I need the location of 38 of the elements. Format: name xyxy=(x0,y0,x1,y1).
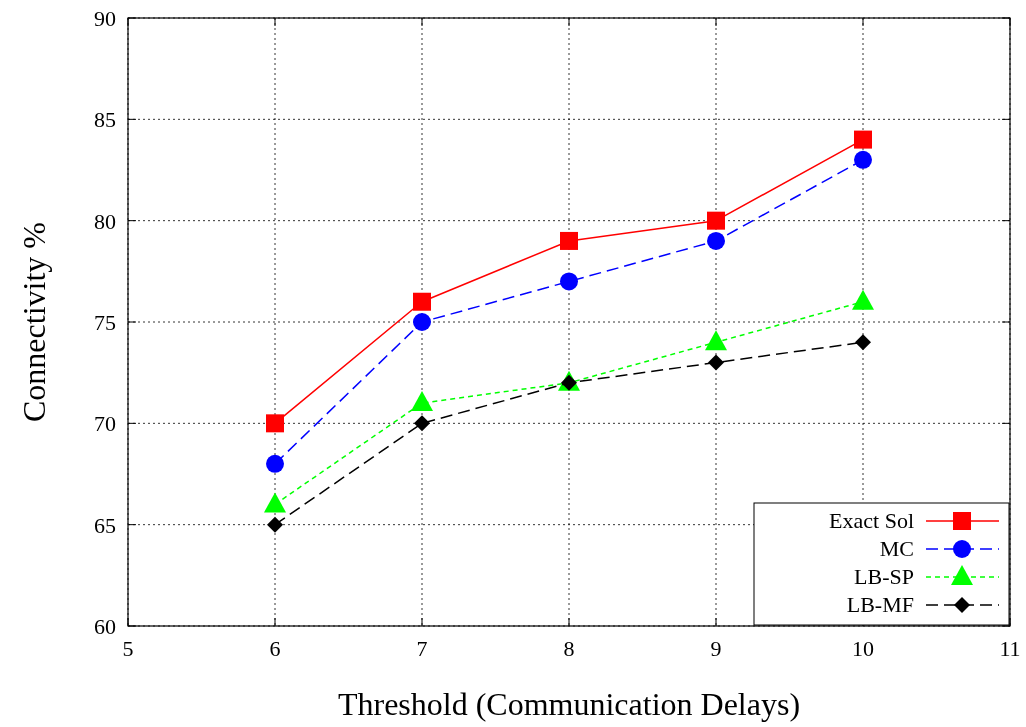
point xyxy=(707,231,725,250)
y-tick-label: 85 xyxy=(94,107,116,133)
point xyxy=(854,130,872,149)
y-tick-label: 75 xyxy=(94,310,116,335)
x-tick-label: 6 xyxy=(269,636,281,661)
point xyxy=(708,354,724,371)
y-tick-label: 80 xyxy=(94,208,116,234)
x-axis-title: Threshold (Communication Delays) xyxy=(337,686,801,722)
point xyxy=(414,415,430,432)
point xyxy=(705,330,727,351)
y-axis-title: Connectivity % xyxy=(16,222,52,422)
x-tick-label: 7 xyxy=(416,636,428,661)
x-tick-label: 9 xyxy=(710,636,722,661)
point xyxy=(560,231,578,250)
point xyxy=(266,414,284,433)
point xyxy=(413,292,431,311)
point xyxy=(852,289,874,310)
x-tick-label: 10 xyxy=(852,636,874,661)
y-tick-label: 60 xyxy=(94,614,116,639)
point xyxy=(264,492,286,513)
point xyxy=(267,516,283,533)
point xyxy=(854,150,872,169)
legend-label: MC xyxy=(879,536,914,561)
y-tick-label: 90 xyxy=(94,6,116,31)
x-tick-label: 5 xyxy=(122,636,134,661)
x-tick-label: 11 xyxy=(999,636,1021,661)
x-tick-label: 8 xyxy=(563,636,575,661)
point xyxy=(413,313,431,331)
y-tick-label: 70 xyxy=(94,411,116,437)
point xyxy=(560,272,578,291)
legend-label: LB-MF xyxy=(846,592,914,617)
point xyxy=(266,454,284,473)
y-tick-label: 65 xyxy=(94,512,116,538)
point xyxy=(855,334,871,351)
legend-label: Exact Sol xyxy=(829,508,914,533)
point xyxy=(707,211,725,230)
point xyxy=(411,391,433,412)
legend-label: LB-SP xyxy=(854,564,914,589)
